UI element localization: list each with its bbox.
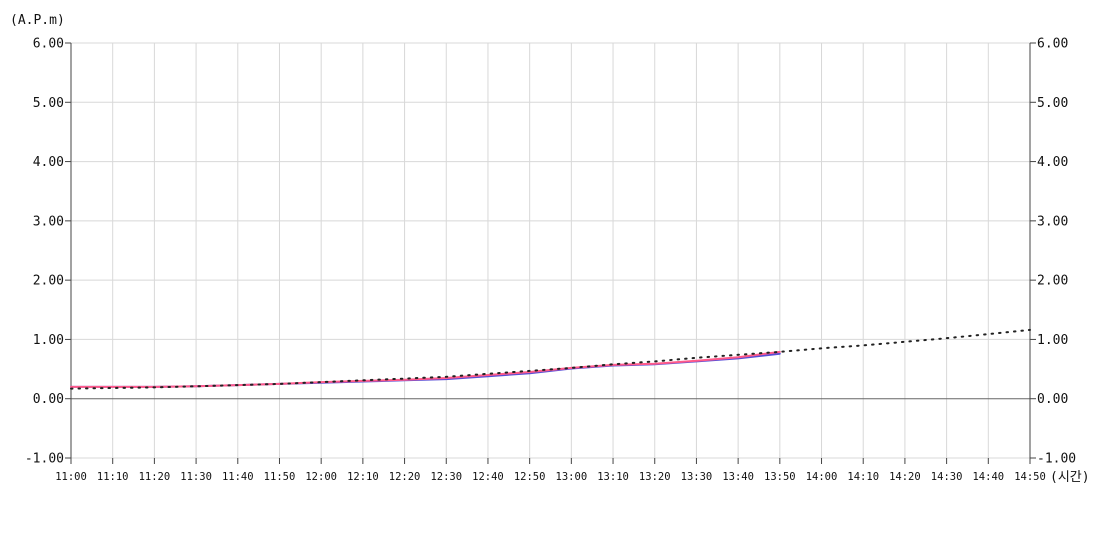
x-tick-label: 13:10	[597, 471, 629, 483]
x-tick-label: 12:20	[389, 471, 421, 483]
axis-layer	[65, 42, 1036, 464]
x-tick-label: 11:20	[139, 471, 171, 483]
series-line-1	[70, 352, 781, 388]
left-y-tick-label: 4.00	[33, 155, 64, 170]
x-tick-label: 12:50	[514, 471, 546, 483]
right-y-tick-label: -1.00	[1037, 452, 1076, 467]
x-tick-label: 12:40	[472, 471, 504, 483]
series-layer	[70, 328, 1031, 390]
right-y-tick-label: 6.00	[1037, 37, 1068, 52]
x-tick-label: 14:10	[847, 471, 879, 483]
x-tick-label: 11:00	[55, 471, 87, 483]
x-tick-label: 12:30	[430, 471, 462, 483]
grid-layer	[71, 42, 1030, 459]
x-tick-label: 12:00	[305, 471, 337, 483]
right-y-tick-label: 4.00	[1037, 155, 1068, 170]
left-y-tick-label: 3.00	[33, 214, 64, 229]
left-y-tick-label: -1.00	[25, 452, 64, 467]
x-tick-label: 13:40	[722, 471, 754, 483]
right-y-tick-label: 0.00	[1037, 392, 1068, 407]
series-line-3	[70, 328, 1031, 390]
x-tick-label: 14:50	[1014, 471, 1046, 483]
left-y-tick-label: 5.00	[33, 96, 64, 111]
y-axis-unit-label: (A.P.m)	[10, 13, 65, 28]
x-tick-label: 13:20	[639, 471, 671, 483]
right-y-tick-label: 2.00	[1037, 274, 1068, 289]
left-y-tick-label: 6.00	[33, 37, 64, 52]
right-y-tick-label: 1.00	[1037, 333, 1068, 348]
left-y-tick-label: 0.00	[33, 392, 64, 407]
x-tick-label: 14:40	[972, 471, 1004, 483]
x-tick-label: 11:40	[222, 471, 254, 483]
x-tick-label: 14:30	[931, 471, 963, 483]
x-tick-label: 11:50	[264, 471, 296, 483]
right-y-tick-label: 5.00	[1037, 96, 1068, 111]
x-tick-label: 13:30	[681, 471, 713, 483]
left-y-tick-label: 2.00	[33, 274, 64, 289]
right-y-tick-label: 3.00	[1037, 214, 1068, 229]
label-layer: (A.P.m) (시간) 6.00 6.00 5.00 5.00 4.00 4.00 3.0…	[10, 13, 1090, 485]
x-tick-label: 11:10	[97, 471, 129, 483]
left-y-tick-label: 1.00	[33, 333, 64, 348]
series-line-2	[70, 350, 781, 388]
x-axis-unit-label: (시간)	[1050, 470, 1090, 485]
x-tick-label: 11:30	[180, 471, 212, 483]
x-tick-label: 13:00	[556, 471, 588, 483]
x-tick-label: 14:20	[889, 471, 921, 483]
x-tick-label: 12:10	[347, 471, 379, 483]
x-tick-label: 14:00	[806, 471, 838, 483]
x-tick-label: 13:50	[764, 471, 796, 483]
